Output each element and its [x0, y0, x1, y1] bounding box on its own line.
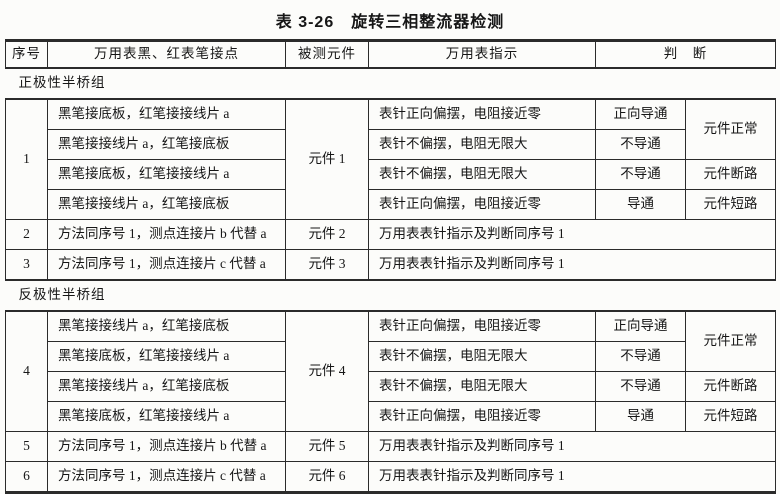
rectifier-table-body: 序号 万用表黑、红表笔接点 被测元件 万用表指示判 断正极性半桥组 1 黑笔接底板，红笔接…	[5, 39, 776, 494]
component-under-test-cell: 元件 2	[285, 219, 369, 250]
serial-number-cell: 2	[5, 219, 48, 250]
judgment-cell: 元件正常	[685, 98, 776, 160]
conduction-result-cell: 不导通	[595, 129, 686, 160]
serial-number-cell: 4	[5, 310, 48, 432]
meter-indication-cell: 万用表表针指示及判断同序号 1	[368, 249, 776, 281]
table-row: 3 方法同序号 1，测点连接片 c 代替 a 元件 3 万用表表针指示及判断同序号 1	[5, 249, 776, 281]
meter-indication-cell: 表针不偏摆，电阻无限大	[368, 129, 596, 160]
meter-indication-cell: 表针正向偏摆，电阻接近零	[368, 98, 596, 130]
conduction-result-cell: 正向导通	[595, 98, 686, 130]
probe-connection-cell: 方法同序号 1，测点连接片 c 代替 a	[47, 249, 286, 281]
probe-connection-cell: 黑笔接接线片 a，红笔接底板	[47, 310, 286, 342]
conduction-result-cell: 不导通	[595, 159, 686, 190]
section-row: 反极性半桥组	[5, 279, 776, 312]
probe-connection-cell: 黑笔接接线片 a，红笔接底板	[47, 129, 286, 160]
component-under-test-header: 被测元件	[285, 39, 369, 69]
judgment-cell: 元件断路	[685, 159, 776, 190]
meter-indication-cell: 万用表表针指示及判断同序号 1	[368, 431, 776, 462]
meter-indication-cell: 表针正向偏摆，电阻接近零	[368, 189, 596, 220]
probe-connection-cell: 黑笔接底板，红笔接接线片 a	[47, 341, 286, 372]
probe-connection-cell: 黑笔接底板，红笔接接线片 a	[47, 159, 286, 190]
table-row: 黑笔接底板，红笔接接线片 a 表针不偏摆，电阻无限大 不导通 元件断路	[6, 159, 776, 190]
probe-connection-cell: 方法同序号 1，测点连接片 b 代替 a	[47, 219, 286, 250]
table-row: 4 黑笔接接线片 a，红笔接底板 元件 4 表针正向偏摆，电阻接近零 正向导通 元件正常	[5, 310, 776, 432]
rectifier-test-table: 序号 万用表黑、红表笔接点 被测元件 万用表指示判 断正极性半桥组 1 黑笔接底板，红笔接…	[5, 39, 776, 494]
component-under-test-cell: 元件 6	[285, 461, 369, 494]
table-row: 黑笔接接线片 a，红笔接底板 表针不偏摆，电阻无限大 不导通 元件断路	[6, 371, 776, 402]
table-row: 1 黑笔接底板，红笔接接线片 a 元件 1 表针正向偏摆，电阻接近零 正向导通 元件正常	[5, 98, 776, 220]
component-under-test-cell: 元件 4	[285, 310, 369, 432]
table-header-row: 序号 万用表黑、红表笔接点 被测元件 万用表指示判 断	[5, 39, 776, 69]
probe-connection-cell: 黑笔接底板，红笔接接线片 a	[47, 98, 286, 130]
table-row: 5 方法同序号 1，测点连接片 b 代替 a 元件 5 万用表表针指示及判断同序号 1	[5, 431, 776, 462]
conduction-result-cell: 导通	[595, 189, 686, 220]
serial-number-header: 序号	[5, 39, 48, 69]
table-row: 黑笔接接线片 a，红笔接底板 表针不偏摆，电阻无限大 不导通	[6, 129, 776, 160]
serial-number-cell: 1	[5, 98, 48, 220]
meter-indication-cell: 表针不偏摆，电阻无限大	[368, 371, 596, 402]
meter-indication-cell: 表针不偏摆，电阻无限大	[368, 159, 596, 190]
judgment-cell: 元件断路	[685, 371, 776, 402]
conduction-result-cell: 导通	[595, 401, 686, 432]
probe-connection-cell: 方法同序号 1，测点连接片 c 代替 a	[47, 461, 286, 494]
probe-connection-cell: 方法同序号 1，测点连接片 b 代替 a	[47, 431, 286, 462]
table-row: 黑笔接底板，红笔接接线片 a 表针不偏摆，电阻无限大 不导通	[6, 341, 776, 372]
serial-number-cell: 3	[5, 249, 48, 281]
table-row: 黑笔接接线片 a，红笔接底板 表针正向偏摆，电阻接近零 导通 元件短路	[6, 189, 776, 220]
component-under-test-cell: 元件 3	[285, 249, 369, 281]
meter-indication-cell: 表针正向偏摆，电阻接近零	[368, 310, 596, 342]
probe-connection-cell: 黑笔接底板，红笔接接线片 a	[47, 401, 286, 432]
judgment-cell: 元件正常	[685, 310, 776, 372]
conduction-result-cell: 不导通	[595, 341, 686, 372]
table-row: 6 方法同序号 1，测点连接片 c 代替 a 元件 6 万用表表针指示及判断同序号 1	[5, 461, 776, 494]
probe-connection-cell: 黑笔接接线片 a，红笔接底板	[47, 189, 286, 220]
component-under-test-cell: 元件 5	[285, 431, 369, 462]
table-row: 黑笔接底板，红笔接接线片 a 表针正向偏摆，电阻接近零 导通 元件短路	[6, 401, 776, 432]
serial-number-cell: 6	[5, 461, 48, 494]
meter-indication-cell: 万用表表针指示及判断同序号 1	[368, 219, 776, 250]
meter-indication-cell: 表针不偏摆，电阻无限大	[368, 341, 596, 372]
probe-connection-header: 万用表黑、红表笔接点	[47, 39, 286, 69]
conduction-result-cell: 不导通	[595, 371, 686, 402]
section-label: 正极性半桥组	[5, 67, 776, 100]
table-row: 2 方法同序号 1，测点连接片 b 代替 a 元件 2 万用表表针指示及判断同序号 1	[5, 219, 776, 250]
meter-indication-header: 万用表指示	[368, 39, 596, 69]
judgment-cell: 元件短路	[685, 189, 776, 220]
section-row: 正极性半桥组	[5, 67, 776, 100]
meter-indication-cell: 万用表表针指示及判断同序号 1	[368, 461, 776, 494]
component-under-test-cell: 元件 1	[285, 98, 369, 220]
section-label: 反极性半桥组	[5, 279, 776, 312]
page-title: 表 3-26 旋转三相整流器检测	[275, 14, 505, 31]
probe-connection-cell: 黑笔接接线片 a，红笔接底板	[47, 371, 286, 402]
conduction-result-cell: 正向导通	[595, 310, 686, 342]
judgment-header: 判 断	[595, 39, 776, 69]
serial-number-cell: 5	[5, 431, 48, 462]
judgment-cell: 元件短路	[685, 401, 776, 432]
meter-indication-cell: 表针正向偏摆，电阻接近零	[368, 401, 596, 432]
